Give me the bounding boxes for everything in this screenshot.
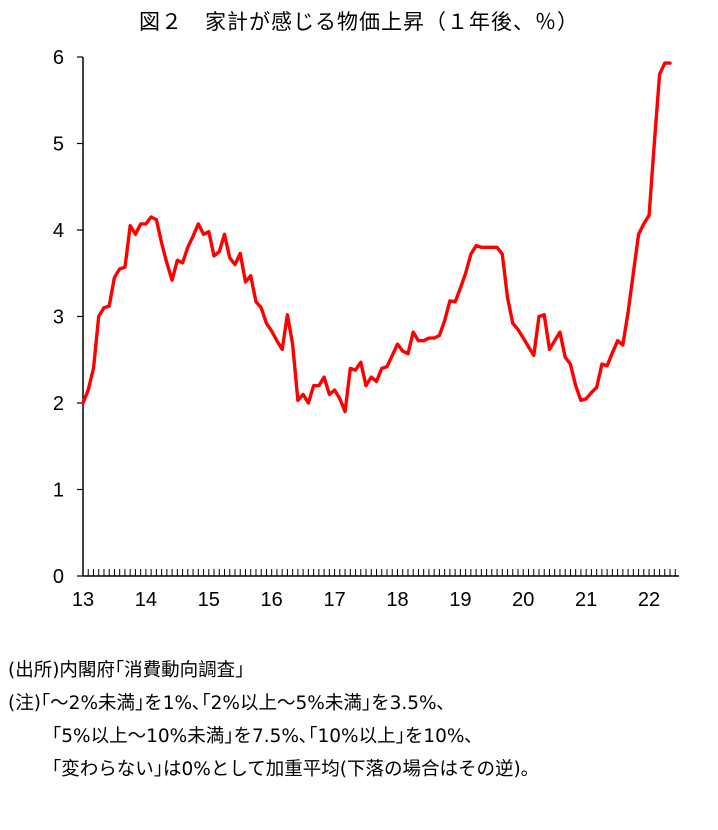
y-tick-label: 3 [53,307,64,329]
x-tick-label: 21 [575,589,597,611]
series-line [81,61,672,414]
x-tick-label: 20 [512,589,534,611]
note-line-2: ｢5%以上～10%未満｣を7.5%､｢10%以上｣を10%､ [52,726,474,747]
x-tick-label: 18 [386,589,408,611]
x-tick-label: 19 [449,589,471,611]
x-tick-label: 22 [638,589,660,611]
line-chart: 0 1 2 3 4 5 6 13 14 15 16 17 18 19 20 21 22 [53,47,679,611]
x-tick-label: 16 [261,589,283,611]
x-tick-label: 13 [72,589,94,611]
plot-area [81,61,672,414]
y-tick-label: 5 [53,134,64,156]
y-tick-label: 1 [53,480,64,502]
y-tick-label: 6 [53,47,64,69]
y-axis: 0 1 2 3 4 5 6 [53,47,84,588]
x-tick-label: 15 [198,589,220,611]
source-note: (出所)内閣府｢消費動向調査｣ [8,660,245,681]
note-line-3: ｢変わらない｣は0%として加重平均(下落の場合はその逆)｡ [52,759,530,780]
chart-title: 図２ 家計が感じる物価上昇（１年後、％） [139,10,579,34]
notes: (出所)内閣府｢消費動向調査｣ (注)｢～2%未満｣を1%､｢2%以上～5%未満… [8,654,530,786]
y-tick-label: 2 [53,393,64,415]
x-axis: 13 14 15 16 17 18 19 20 21 22 [72,569,679,611]
note-line-1: (注)｢～2%未満｣を1%､｢2%以上～5%未満｣を3.5%､ [8,693,446,714]
y-tick-label: 0 [53,566,64,588]
y-tick-label: 4 [53,220,64,242]
x-tick-label: 14 [135,589,157,611]
x-tick-label: 17 [323,589,345,611]
